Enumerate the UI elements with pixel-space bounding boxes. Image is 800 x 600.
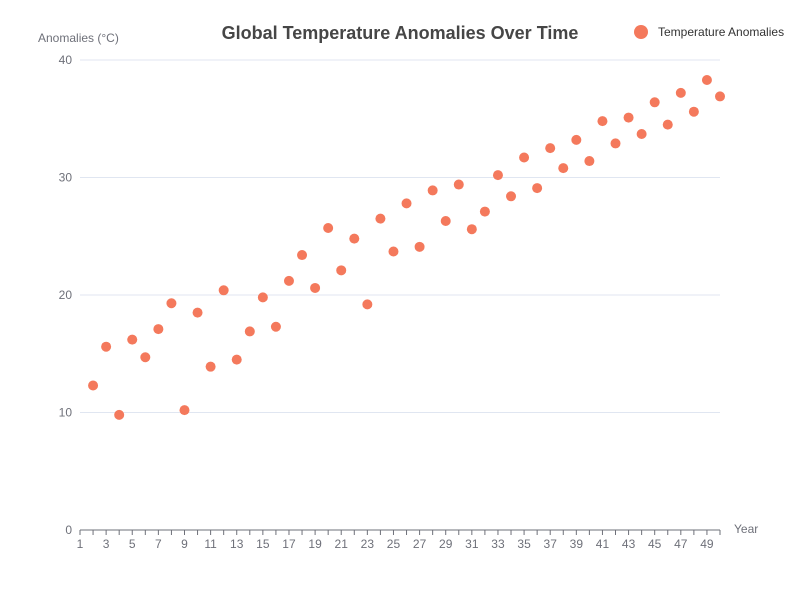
data-point[interactable] (375, 213, 386, 224)
x-tick-label: 33 (491, 537, 505, 551)
x-tick-label: 27 (413, 537, 427, 551)
data-point[interactable] (453, 179, 464, 190)
data-point[interactable] (101, 341, 112, 352)
data-point[interactable] (362, 299, 373, 310)
data-point[interactable] (127, 334, 138, 345)
data-point[interactable] (114, 409, 125, 420)
y-tick-label: 20 (59, 288, 73, 302)
data-point[interactable] (270, 321, 281, 332)
y-tick-label: 0 (65, 523, 72, 537)
x-tick-label: 37 (544, 537, 558, 551)
x-tick-label: 43 (622, 537, 636, 551)
data-point[interactable] (166, 298, 177, 309)
data-point[interactable] (192, 307, 203, 318)
data-point[interactable] (701, 74, 712, 85)
x-axis-label: Year (734, 522, 758, 536)
data-point[interactable] (414, 241, 425, 252)
data-point[interactable] (283, 275, 294, 286)
data-point[interactable] (244, 326, 255, 337)
data-point[interactable] (610, 138, 621, 149)
x-tick-label: 29 (439, 537, 453, 551)
data-point[interactable] (257, 292, 268, 303)
x-tick-label: 3 (103, 537, 110, 551)
data-point[interactable] (440, 215, 451, 226)
x-tick-label: 7 (155, 537, 162, 551)
x-tick-label: 9 (181, 537, 188, 551)
x-tick-label: 39 (570, 537, 584, 551)
y-tick-label: 10 (59, 406, 73, 420)
y-tick-label: 40 (59, 53, 73, 67)
x-tick-label: 15 (256, 537, 270, 551)
y-axis-label: Anomalies (°C) (38, 31, 119, 45)
x-tick-label: 49 (700, 537, 714, 551)
data-point[interactable] (715, 91, 725, 102)
data-point[interactable] (401, 198, 412, 209)
data-point[interactable] (479, 206, 490, 217)
data-point[interactable] (231, 354, 242, 365)
data-point[interactable] (349, 233, 360, 244)
data-point[interactable] (218, 285, 229, 296)
x-tick-label: 1 (77, 537, 84, 551)
x-tick-label: 17 (282, 537, 296, 551)
data-point[interactable] (675, 87, 686, 98)
data-point[interactable] (297, 250, 308, 261)
data-point[interactable] (466, 224, 477, 235)
data-point[interactable] (623, 112, 634, 123)
data-point[interactable] (492, 170, 503, 181)
x-tick-label: 25 (387, 537, 401, 551)
x-tick-label: 47 (674, 537, 688, 551)
data-point[interactable] (310, 282, 321, 293)
legend-marker-icon (634, 25, 648, 39)
data-point[interactable] (205, 361, 216, 372)
data-point[interactable] (506, 191, 517, 202)
data-point[interactable] (140, 352, 151, 363)
chart-title: Global Temperature Anomalies Over Time (222, 23, 579, 43)
data-point[interactable] (688, 106, 699, 117)
x-tick-label: 5 (129, 537, 136, 551)
data-point[interactable] (519, 152, 530, 163)
data-point[interactable] (597, 116, 608, 127)
x-tick-label: 19 (308, 537, 322, 551)
data-points (88, 74, 725, 420)
data-point[interactable] (323, 223, 334, 234)
x-tick-label: 35 (517, 537, 531, 551)
y-tick-label: 30 (59, 171, 73, 185)
x-tick-label: 45 (648, 537, 662, 551)
data-point[interactable] (179, 405, 190, 416)
data-point[interactable] (636, 129, 647, 140)
data-point[interactable] (571, 134, 582, 145)
grid-lines (80, 59, 720, 413)
x-tick-label: 31 (465, 537, 479, 551)
legend-label: Temperature Anomalies (658, 25, 784, 39)
data-point[interactable] (153, 324, 164, 335)
x-tick-label: 11 (204, 537, 217, 551)
data-point[interactable] (584, 156, 595, 167)
data-point[interactable] (649, 97, 660, 108)
legend[interactable]: Temperature Anomalies (634, 25, 784, 39)
data-point[interactable] (532, 183, 543, 194)
data-point[interactable] (558, 163, 569, 174)
data-point[interactable] (88, 380, 99, 391)
x-tick-label: 41 (596, 537, 610, 551)
data-point[interactable] (336, 265, 347, 276)
x-tick-label: 21 (335, 537, 349, 551)
data-point[interactable] (388, 246, 399, 257)
x-tick-label: 13 (230, 537, 244, 551)
data-point[interactable] (662, 119, 673, 130)
data-point[interactable] (427, 185, 438, 196)
data-point[interactable] (545, 143, 556, 154)
x-tick-label: 23 (361, 537, 375, 551)
